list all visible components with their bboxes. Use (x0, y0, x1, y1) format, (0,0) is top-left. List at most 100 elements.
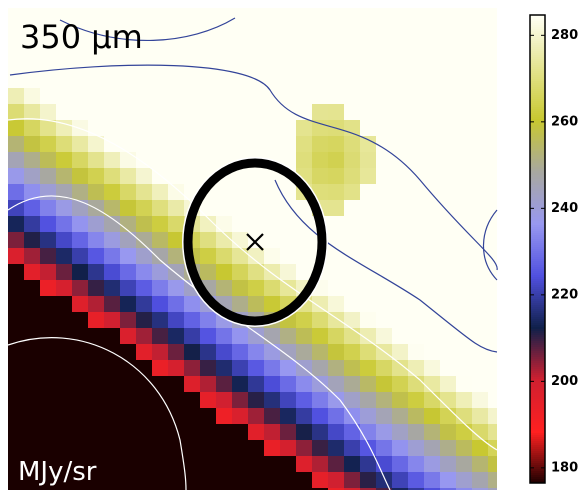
image-pixel (104, 376, 120, 392)
colorbar-cell (530, 159, 545, 162)
image-pixel (216, 280, 232, 296)
image-pixel (104, 488, 120, 490)
colorbar-cell (530, 339, 545, 342)
image-pixel (408, 184, 424, 200)
image-pixel (424, 136, 440, 152)
image-pixel (376, 232, 392, 248)
image-pixel (392, 40, 408, 56)
image-pixel (280, 488, 296, 490)
image-pixel (296, 72, 312, 88)
image-pixel (40, 296, 56, 312)
colorbar-cell (530, 227, 545, 230)
image-pixel (40, 424, 56, 440)
colorbar-cell (530, 249, 545, 252)
image-pixel (120, 376, 136, 392)
colorbar-cell (530, 147, 545, 150)
image-pixel (408, 56, 424, 72)
colorbar-cell (530, 273, 545, 276)
image-pixel (40, 152, 56, 168)
image-pixel (40, 360, 56, 376)
image-pixel (472, 296, 488, 312)
image-pixel (168, 312, 184, 328)
image-pixel (328, 488, 344, 490)
image-pixel (8, 440, 24, 456)
colorbar-cell (530, 341, 545, 344)
image-pixel (360, 40, 376, 56)
image-pixel (280, 8, 296, 24)
image-pixel (120, 360, 136, 376)
colorbar-cell (530, 453, 545, 456)
image-pixel (392, 312, 408, 328)
image-pixel (360, 72, 376, 88)
colorbar-cell (530, 239, 545, 242)
image-pixel (376, 120, 392, 136)
image-pixel (24, 440, 40, 456)
image-pixel (104, 424, 120, 440)
image-pixel (200, 8, 216, 24)
image-pixel (264, 168, 280, 184)
image-pixel (440, 40, 456, 56)
colorbar-cell (530, 77, 545, 80)
image-pixel (184, 392, 200, 408)
image-pixel (392, 136, 408, 152)
image-pixel (440, 344, 456, 360)
image-pixel (136, 312, 152, 328)
image-pixel (280, 248, 296, 264)
image-pixel (344, 8, 360, 24)
image-pixel (200, 328, 216, 344)
colorbar-cell (530, 313, 545, 316)
image-pixel (312, 120, 328, 136)
image-pixel (136, 296, 152, 312)
colorbar-cell (530, 413, 545, 416)
colorbar-cell (530, 243, 545, 246)
colorbar-cell (530, 477, 545, 480)
image-pixel (8, 376, 24, 392)
colorbar-cell (530, 437, 545, 440)
colorbar-cell (530, 317, 545, 320)
image-pixel (8, 472, 24, 488)
image-pixel (24, 72, 40, 88)
image-pixel (424, 392, 440, 408)
image-pixel (120, 200, 136, 216)
image-pixel (152, 88, 168, 104)
image-pixel (216, 56, 232, 72)
image-pixel (168, 232, 184, 248)
colorbar-cell (530, 49, 545, 52)
image-pixel (392, 408, 408, 424)
image-pixel (40, 72, 56, 88)
image-pixel (8, 40, 24, 56)
image-pixel (424, 456, 440, 472)
image-pixel (376, 296, 392, 312)
image-pixel (168, 104, 184, 120)
colorbar-cell (530, 427, 545, 430)
image-pixel (424, 104, 440, 120)
image-pixel (248, 456, 264, 472)
colorbar-cell (530, 41, 545, 44)
image-pixel (72, 264, 88, 280)
image-pixel (8, 488, 24, 490)
colorbar-cell (530, 373, 545, 376)
image-pixel (24, 472, 40, 488)
image-pixel (328, 248, 344, 264)
image-pixel (248, 24, 264, 40)
image-pixel (24, 248, 40, 264)
colorbar-cell (530, 369, 545, 372)
image-pixel (392, 264, 408, 280)
image-pixel (104, 440, 120, 456)
colorbar-cell (530, 433, 545, 436)
image-pixel (376, 312, 392, 328)
image-pixel (424, 280, 440, 296)
image-pixel (200, 472, 216, 488)
colorbar-cell (530, 199, 545, 202)
image-pixel (72, 168, 88, 184)
image-pixel (104, 328, 120, 344)
image-pixel (424, 312, 440, 328)
image-pixel (120, 296, 136, 312)
image-pixel (136, 40, 152, 56)
image-pixel (248, 168, 264, 184)
image-pixel (104, 152, 120, 168)
image-pixel (56, 408, 72, 424)
image-pixel (248, 136, 264, 152)
image-pixel (56, 392, 72, 408)
